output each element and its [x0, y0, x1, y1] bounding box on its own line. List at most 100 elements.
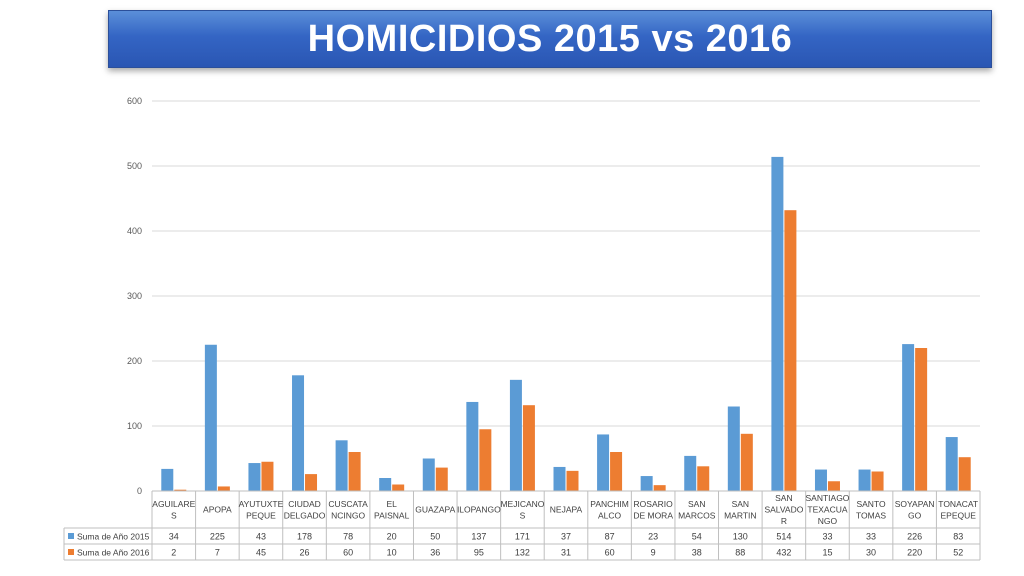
bar-2016: [522, 405, 535, 491]
data-value: 23: [648, 532, 658, 542]
bar-2016: [348, 452, 361, 491]
category-label: TOMAS: [856, 510, 886, 520]
bar-2015: [509, 379, 522, 491]
data-value: 226: [907, 532, 922, 542]
data-value: 60: [605, 548, 615, 558]
category-label: NCINGO: [331, 510, 365, 520]
data-value: 514: [776, 532, 791, 542]
bar-2015: [335, 440, 348, 491]
category-label: ILOPANGO: [457, 505, 501, 515]
data-value: 38: [692, 548, 702, 558]
category-label: EL: [386, 499, 397, 509]
legend-entry: Suma de Año 2015: [77, 532, 150, 542]
bar-2015: [902, 344, 915, 491]
data-value: 130: [733, 532, 748, 542]
category-label: SAN: [732, 499, 749, 509]
bar-2015: [814, 469, 827, 491]
bar-2015: [771, 156, 784, 491]
category-label: PEQUE: [246, 510, 276, 520]
data-value: 220: [907, 548, 922, 558]
bar-2016: [305, 474, 318, 491]
y-tick-label: 600: [127, 96, 142, 106]
chart-title: HOMICIDIOS 2015 vs 2016: [307, 17, 793, 60]
y-tick-label: 0: [137, 486, 142, 496]
category-label: NGO: [818, 516, 838, 526]
y-tick-label: 200: [127, 356, 142, 366]
legend-swatch: [68, 549, 74, 555]
category-label: MARTIN: [724, 510, 756, 520]
category-label: GUAZAPA: [415, 505, 455, 515]
y-tick-label: 500: [127, 161, 142, 171]
data-value: 26: [300, 548, 310, 558]
bar-2016: [479, 429, 492, 491]
data-value: 83: [953, 532, 963, 542]
data-value: 225: [210, 532, 225, 542]
bar-2015: [640, 476, 653, 491]
data-value: 20: [387, 532, 397, 542]
legend-entry: Suma de Año 2016: [77, 548, 150, 558]
bar-2015: [204, 344, 217, 491]
bar-2015: [684, 455, 697, 491]
bar-2015: [553, 466, 566, 491]
data-value: 432: [776, 548, 791, 558]
category-label: SAN: [775, 493, 792, 503]
category-label: ALCO: [598, 510, 622, 520]
data-value: 15: [822, 548, 832, 558]
data-value: 45: [256, 548, 266, 558]
bar-2016: [915, 348, 928, 491]
category-label: MEJICANO: [500, 499, 544, 509]
data-value: 43: [256, 532, 266, 542]
title-banner: HOMICIDIOS 2015 vs 2016: [108, 10, 992, 68]
bar-2015: [422, 458, 435, 491]
data-value: 78: [343, 532, 353, 542]
category-label: AGUILARE: [152, 499, 195, 509]
category-label: S: [520, 510, 526, 520]
bar-2016: [740, 433, 753, 491]
data-value: 137: [471, 532, 486, 542]
data-value: 54: [692, 532, 702, 542]
data-value: 178: [297, 532, 312, 542]
category-label: SALVADO: [764, 505, 803, 515]
data-value: 31: [561, 548, 571, 558]
category-label: APOPA: [203, 505, 232, 515]
category-label: S: [171, 510, 177, 520]
bar-2016: [653, 485, 666, 491]
category-label: TONACAT: [938, 499, 978, 509]
bar-2016: [566, 470, 579, 491]
y-tick-label: 400: [127, 226, 142, 236]
bar-2016: [392, 484, 405, 491]
data-value: 36: [430, 548, 440, 558]
bar-2015: [292, 375, 305, 491]
category-label: PAISNAL: [374, 510, 410, 520]
data-value: 88: [735, 548, 745, 558]
bar-2016: [697, 466, 710, 491]
data-value: 60: [343, 548, 353, 558]
bar-2015: [858, 469, 871, 491]
bar-2015: [248, 463, 261, 491]
category-label: GO: [908, 510, 922, 520]
category-label: NEJAPA: [550, 505, 583, 515]
category-label: DE MORA: [633, 510, 673, 520]
data-value: 132: [515, 548, 530, 558]
data-value: 7: [215, 548, 220, 558]
category-label: CUSCATA: [328, 499, 368, 509]
bar-2016: [435, 467, 448, 491]
y-tick-label: 300: [127, 291, 142, 301]
legend-swatch: [68, 533, 74, 539]
category-label: SANTO: [856, 499, 886, 509]
bar-2015: [379, 478, 392, 491]
data-value: 52: [953, 548, 963, 558]
data-value: 33: [822, 532, 832, 542]
category-label: SAN: [688, 499, 705, 509]
data-value: 10: [387, 548, 397, 558]
category-label: TEXACUA: [807, 505, 847, 515]
bar-2016: [871, 471, 884, 491]
data-value: 34: [169, 532, 179, 542]
data-value: 33: [866, 532, 876, 542]
category-label: CIUDAD: [288, 499, 321, 509]
bar-2015: [161, 468, 174, 491]
category-label: SOYAPAN: [895, 499, 935, 509]
bar-2016: [174, 489, 187, 491]
bar-2016: [784, 210, 797, 491]
